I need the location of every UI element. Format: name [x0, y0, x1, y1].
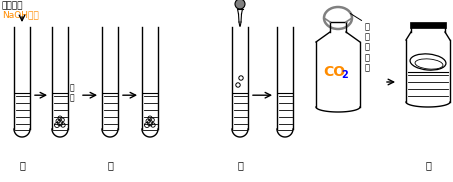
Text: 甲: 甲: [19, 160, 25, 170]
Text: 剥
皮
熟
鸡
蛋: 剥 皮 熟 鸡 蛋: [365, 22, 370, 73]
Circle shape: [235, 0, 245, 9]
Text: 乙: 乙: [107, 160, 113, 170]
Text: 丙: 丙: [237, 160, 243, 170]
Text: CO: CO: [323, 65, 345, 79]
Text: NaOH固体: NaOH固体: [2, 10, 39, 19]
Text: 加入适量: 加入适量: [2, 1, 24, 10]
Bar: [410, 22, 446, 28]
Text: 丁: 丁: [425, 160, 431, 170]
Text: 头
发: 头 发: [70, 83, 75, 103]
Text: 2: 2: [342, 70, 348, 80]
